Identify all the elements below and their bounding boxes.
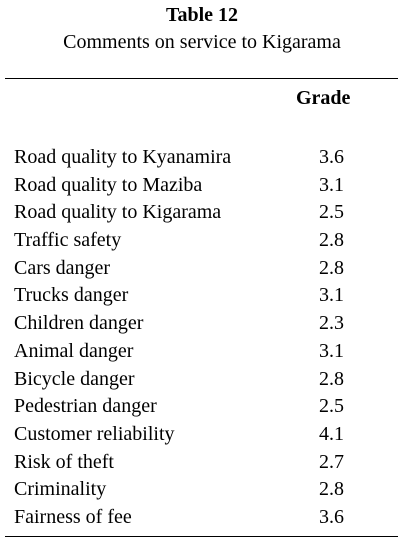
table-row: Road quality to Kigarama 2.5 [14, 199, 398, 227]
table-row: Animal danger 3.1 [14, 338, 398, 366]
bottom-rule [5, 536, 398, 537]
row-grade: 2.8 [319, 256, 344, 279]
grade-column-header: Grade [296, 87, 351, 109]
row-grade: 3.1 [319, 284, 344, 307]
row-grade: 4.1 [319, 422, 344, 445]
table-number: Table 12 [165, 4, 239, 26]
table-row: Criminality 2.8 [14, 476, 398, 504]
table-row: Customer reliability 4.1 [14, 421, 398, 449]
table-row: Traffic safety 2.8 [14, 227, 398, 255]
row-label: Trucks danger [14, 284, 129, 307]
table-row: Pedestrian danger 2.5 [14, 393, 398, 421]
row-grade: 2.5 [319, 395, 344, 418]
table-row: Road quality to Kyanamira 3.6 [14, 144, 398, 172]
row-label: Bicycle danger [14, 367, 135, 390]
row-label: Road quality to Maziba [14, 173, 203, 196]
row-grade: 2.3 [319, 312, 344, 335]
top-rule [5, 78, 398, 79]
row-label: Customer reliability [14, 422, 175, 445]
row-grade: 3.1 [319, 339, 344, 362]
table-row: Fairness of fee 3.6 [14, 504, 398, 532]
table-row: Trucks danger 3.1 [14, 282, 398, 310]
table-row: Children danger 2.3 [14, 310, 398, 338]
row-grade: 3.6 [319, 146, 344, 168]
table-row: Road quality to Maziba 3.1 [14, 172, 398, 200]
row-grade: 2.5 [319, 201, 344, 224]
row-grade: 2.8 [319, 229, 344, 252]
table-title: Comments on service to Kigarama [63, 31, 341, 53]
row-label: Criminality [14, 478, 107, 501]
row-label: Road quality to Kyanamira [14, 146, 232, 168]
row-grade: 2.8 [319, 367, 344, 390]
table-body: Road quality to Kyanamira 3.6 Road quali… [14, 144, 398, 532]
row-grade: 2.7 [319, 450, 344, 473]
row-label: Animal danger [14, 339, 134, 362]
table-row: Risk of theft 2.7 [14, 449, 398, 477]
row-grade: 2.8 [319, 478, 344, 501]
row-label: Children danger [14, 312, 144, 335]
row-label: Road quality to Kigarama [14, 201, 222, 224]
row-label: Cars danger [14, 256, 111, 279]
row-grade: 3.6 [319, 505, 344, 528]
table-row: Bicycle danger 2.8 [14, 366, 398, 394]
row-label: Pedestrian danger [14, 395, 157, 418]
table-row: Cars danger 2.8 [14, 255, 398, 283]
row-grade: 3.1 [319, 173, 344, 196]
row-label: Risk of theft [14, 450, 114, 473]
row-label: Traffic safety [14, 229, 122, 252]
row-label: Fairness of fee [14, 505, 132, 528]
